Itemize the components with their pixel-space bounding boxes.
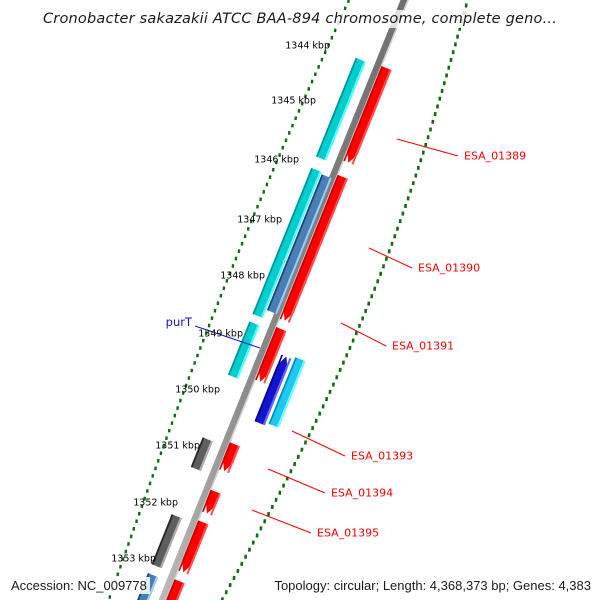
feature-shadow [252, 167, 313, 315]
feature-highlight [227, 445, 240, 474]
leader-line-ESA_01389 [396, 138, 459, 157]
leader-line-purT [194, 325, 261, 349]
ruler-tick-label: 1345 kbp [271, 95, 316, 107]
backbone-line [158, 0, 409, 600]
feature-highlight [351, 69, 392, 165]
ruler-arc [108, 0, 468, 600]
leader-line-ESA_01390 [368, 247, 413, 269]
feature-highlight [275, 177, 332, 315]
feature-shadow [219, 442, 232, 470]
gene-label-ESA_01394[interactable]: ESA_01394 [331, 486, 394, 500]
feature-shadow [343, 66, 384, 162]
gene-label-ESA_01390[interactable]: ESA_01390 [418, 261, 481, 275]
feature-shadow [255, 327, 278, 381]
gene-feature-cyan-feature-01390[interactable] [252, 167, 322, 318]
gene-feature-cyan-feature-01391[interactable] [227, 321, 260, 379]
leader-line-ESA_01394 [267, 468, 326, 494]
feature-shadow [316, 57, 358, 158]
feature-highlight [186, 523, 209, 575]
feature-shadow [190, 437, 205, 468]
ruler-tick-label: 1344 kbp [285, 40, 330, 52]
ruler-tick-label: 1347 kbp [237, 214, 282, 226]
feature-highlight [260, 171, 322, 318]
ruler-tick-label: 1346 kbp [254, 154, 299, 166]
label-leader-lines [194, 138, 459, 534]
gene-feature-red-gene-01389[interactable] [347, 66, 392, 163]
feature-shadow [202, 489, 213, 513]
feature-highlight [276, 360, 306, 428]
gene-feature-gray-feature-01394[interactable] [151, 514, 182, 569]
feature-shadow [267, 174, 324, 311]
feature-highlight [262, 357, 292, 426]
feature-highlight [159, 517, 182, 569]
gene-label-ESA_01393[interactable]: ESA_01393 [351, 449, 414, 463]
gene-features[interactable] [115, 0, 438, 600]
feature-shadow [151, 514, 174, 565]
gene-feature-steel-feature-01395[interactable] [115, 573, 159, 600]
ruler-tick-label: 1353 kbp [111, 553, 156, 565]
gene-label-ESA_01395[interactable]: ESA_01395 [317, 526, 380, 540]
feature-highlight [324, 61, 366, 161]
feature-highlight [263, 330, 287, 384]
feature-shadow [178, 520, 200, 571]
feature-highlight [146, 576, 159, 600]
leader-line-ESA_01391 [340, 322, 387, 347]
ruler-tick-label: 1351 kbp [155, 440, 200, 452]
gene-feature-red-gene-01394[interactable] [182, 520, 209, 573]
ruler-tick-label: 1350 kbp [175, 384, 220, 396]
leader-line-ESA_01393 [291, 430, 346, 457]
gene-label-purT[interactable]: purT [165, 315, 192, 329]
gene-feature-red-gene-01391[interactable] [259, 327, 287, 382]
leader-line-ESA_01395 [251, 509, 312, 534]
feature-shadow [166, 579, 177, 600]
ruler-tick-label: 1348 kbp [220, 270, 265, 282]
feature-highlight [175, 582, 185, 600]
gene-feature-red-gene-01395[interactable] [146, 579, 185, 600]
feature-shadow [279, 174, 340, 320]
gene-feature-blue-gene-purT[interactable] [254, 356, 288, 426]
gene-feature-steel-feature-01390[interactable] [266, 174, 332, 315]
feature-shadow [268, 357, 297, 425]
gene-feature-lightblue-purT[interactable] [268, 357, 306, 428]
ruler-tick-label: 1352 kbp [133, 497, 178, 509]
feature-highlight [198, 440, 213, 471]
gene-label-ESA_01389[interactable]: ESA_01389 [464, 149, 527, 163]
gene-label-ESA_01391[interactable]: ESA_01391 [392, 339, 455, 353]
feature-highlight [287, 178, 348, 323]
feature-highlight [210, 493, 221, 516]
feature-shadow [254, 354, 283, 422]
feature-shadow [228, 321, 251, 376]
gene-feature-gray-feature-01393[interactable] [190, 437, 213, 471]
ruler-tick-label: 1349 kbp [198, 328, 243, 340]
feature-highlight [236, 324, 260, 379]
gene-feature-red-gene-01390[interactable] [283, 174, 348, 321]
gene-feature-cyan-feature-01389[interactable] [315, 57, 366, 161]
